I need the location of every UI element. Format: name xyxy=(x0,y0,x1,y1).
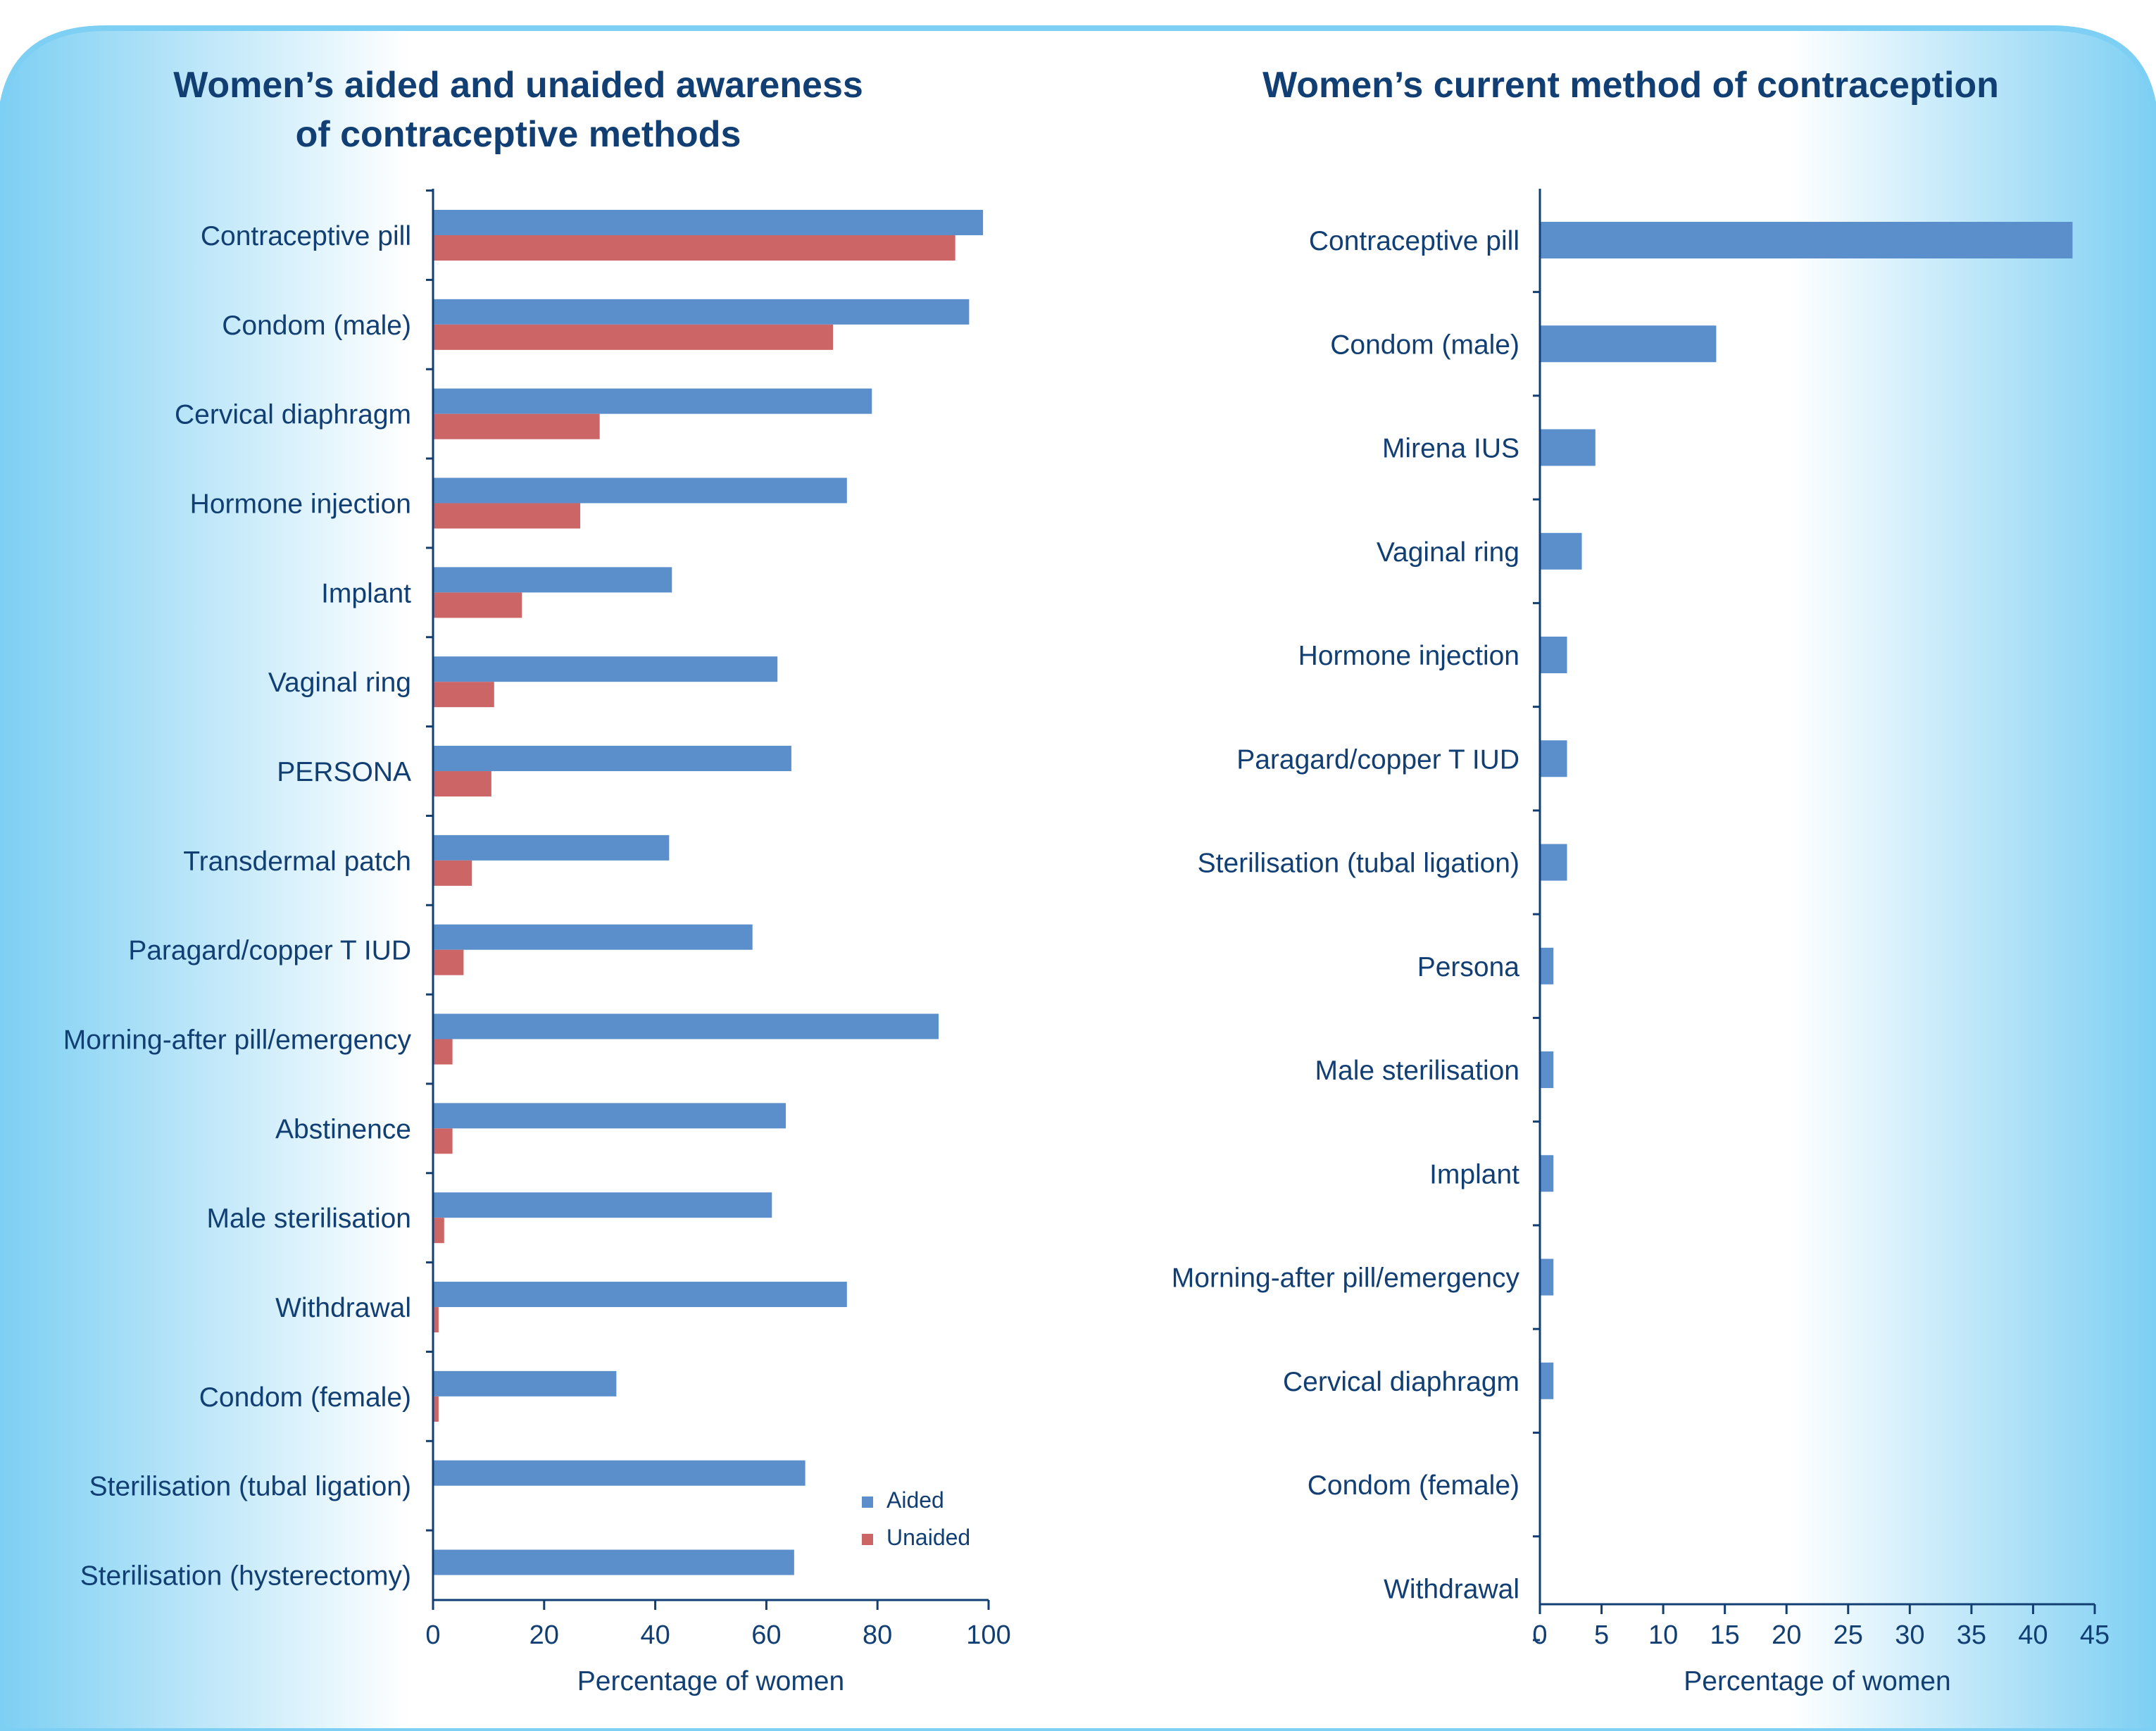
legend-label: Unaided xyxy=(886,1525,970,1550)
category-label: Contraceptive pill xyxy=(1309,226,1519,256)
category-label: Paragard/copper T IUD xyxy=(128,936,411,966)
category-label: PERSONA xyxy=(277,757,411,787)
x-tick-label: 45 xyxy=(2080,1620,2110,1650)
bar-aided xyxy=(433,567,672,593)
bar-unaided xyxy=(433,503,581,529)
bar-current-method xyxy=(1540,222,2073,258)
bar-current-method xyxy=(1540,429,1596,466)
category-label: Implant xyxy=(1429,1159,1519,1189)
category-label: Withdrawal xyxy=(1384,1574,1519,1604)
category-label: Condom (male) xyxy=(1330,330,1519,360)
category-label: Hormone injection xyxy=(1298,641,1519,671)
x-tick-label: 80 xyxy=(863,1620,892,1650)
bar-current-method xyxy=(1540,1362,1554,1399)
category-label: Vaginal ring xyxy=(268,668,411,698)
category-label: Male sterilisation xyxy=(1315,1056,1519,1086)
x-tick-label: 5 xyxy=(1594,1620,1609,1650)
bar-aided xyxy=(433,746,791,772)
category-label: Cervical diaphragm xyxy=(1283,1367,1519,1397)
x-tick-label: 100 xyxy=(966,1620,1010,1650)
x-axis-label: Percentage of women xyxy=(577,1666,844,1696)
chart-title-line: Women’s current method of contraception xyxy=(1262,65,1999,106)
category-label: Condom (female) xyxy=(199,1382,411,1413)
bar-current-method xyxy=(1540,1051,1554,1089)
category-label: Morning-after pill/emergency xyxy=(63,1025,412,1056)
x-tick-label: 15 xyxy=(1710,1620,1740,1650)
bar-aided xyxy=(433,1103,786,1129)
bar-unaided xyxy=(433,1218,444,1244)
bar-current-method xyxy=(1540,532,1582,570)
x-tick-label: 20 xyxy=(529,1620,559,1650)
category-label: Sterilisation (tubal ligation) xyxy=(89,1472,411,1502)
x-tick-label: 0 xyxy=(425,1620,440,1650)
x-tick-label: 30 xyxy=(1895,1620,1924,1650)
bar-unaided xyxy=(433,860,472,886)
category-label: Morning-after pill/emergency xyxy=(1172,1263,1520,1294)
bar-current-method xyxy=(1540,637,1567,674)
x-tick-label: 20 xyxy=(1772,1620,1801,1650)
bar-current-method xyxy=(1540,844,1567,881)
bar-unaided xyxy=(433,1307,439,1333)
x-tick-label: 25 xyxy=(1834,1620,1863,1650)
bar-current-method xyxy=(1540,740,1567,777)
category-label: Sterilisation (hysterectomy) xyxy=(80,1561,411,1592)
category-label: Condom (female) xyxy=(1308,1470,1519,1501)
category-label: Hormone injection xyxy=(190,489,411,520)
bar-aided xyxy=(433,835,670,861)
category-label: Male sterilisation xyxy=(207,1204,411,1234)
category-label: Condom (male) xyxy=(222,311,411,341)
bar-current-method xyxy=(1540,1258,1554,1296)
chart-title-line: of contraceptive methods xyxy=(296,114,741,155)
legend-swatch-aided xyxy=(862,1496,873,1508)
bar-aided xyxy=(433,924,753,950)
bar-unaided xyxy=(433,413,600,439)
bar-unaided xyxy=(433,324,834,350)
x-tick-label: 35 xyxy=(1957,1620,1986,1650)
x-tick-label: 40 xyxy=(640,1620,670,1650)
bar-aided xyxy=(433,1370,617,1396)
bar-unaided xyxy=(433,949,464,975)
category-label: Contraceptive pill xyxy=(201,221,411,251)
bar-aided xyxy=(433,656,778,682)
x-axis-label: Percentage of women xyxy=(1684,1666,1950,1696)
category-label: Persona xyxy=(1417,952,1520,982)
bar-aided xyxy=(433,1549,794,1575)
x-tick-label: 10 xyxy=(1648,1620,1678,1650)
bar-unaided xyxy=(433,771,491,797)
x-tick-label: 40 xyxy=(2018,1620,2048,1650)
bar-aided xyxy=(433,1013,939,1039)
bar-aided xyxy=(433,388,872,414)
bar-current-method xyxy=(1540,1155,1554,1192)
category-label: Implant xyxy=(321,578,411,608)
bar-unaided xyxy=(433,1039,453,1065)
bar-aided xyxy=(433,477,847,504)
category-label: Paragard/copper T IUD xyxy=(1236,744,1519,775)
category-label: Abstinence xyxy=(275,1114,411,1144)
bar-unaided xyxy=(433,235,955,261)
bar-aided xyxy=(433,1192,772,1218)
bar-unaided xyxy=(433,682,494,708)
x-tick-label: 60 xyxy=(751,1620,781,1650)
legend-label: Aided xyxy=(886,1487,944,1513)
bar-aided xyxy=(433,210,984,235)
bar-current-method xyxy=(1540,947,1554,985)
bar-aided xyxy=(433,299,970,325)
bar-current-method xyxy=(1540,325,1717,363)
bar-unaided xyxy=(433,1128,453,1154)
category-label: Cervical diaphragm xyxy=(175,400,411,430)
category-label: Vaginal ring xyxy=(1377,537,1519,568)
legend-swatch-unaided xyxy=(862,1534,873,1545)
bar-unaided xyxy=(433,1396,439,1422)
chart-title-line: Women’s aided and unaided awareness xyxy=(173,65,863,106)
category-label: Mirena IUS xyxy=(1382,434,1519,464)
bar-aided xyxy=(433,1282,847,1308)
category-label: Sterilisation (tubal ligation) xyxy=(1198,849,1519,879)
category-label: Withdrawal xyxy=(275,1293,411,1323)
category-label: Transdermal patch xyxy=(183,846,411,877)
x-tick-label: 0 xyxy=(1532,1620,1547,1650)
bar-aided xyxy=(433,1460,806,1486)
bar-unaided xyxy=(433,592,522,618)
